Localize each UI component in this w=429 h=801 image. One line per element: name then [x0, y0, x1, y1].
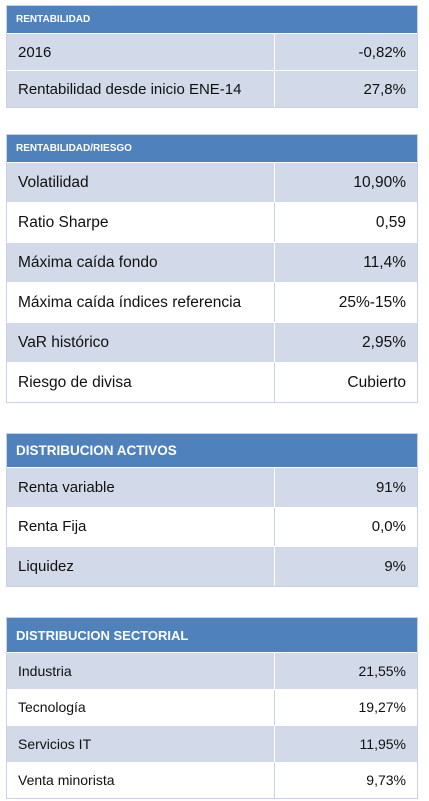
row-label: Volatilidad	[7, 163, 275, 202]
table-row: VaR histórico 2,95%	[7, 322, 417, 362]
row-value: 19,27%	[358, 699, 406, 716]
row-label: Rentabilidad desde inicio ENE-14	[7, 71, 275, 107]
section-header-rentabilidad-riesgo: RENTABILIDAD/RIESGO	[7, 135, 417, 162]
rentabilidad-riesgo-table: RENTABILIDAD/RIESGO Volatilidad 10,90% R…	[6, 134, 418, 403]
row-label: VaR histórico	[7, 323, 275, 362]
table-row: Rentabilidad desde inicio ENE-14 27,8%	[7, 70, 417, 107]
row-value: 9,73%	[366, 772, 406, 789]
row-value: 11,4%	[363, 253, 406, 271]
table-row: Tecnología 19,27%	[7, 688, 417, 725]
row-value: 10,90%	[353, 173, 406, 191]
table-row: Volatilidad 10,90%	[7, 162, 417, 202]
table-row: Máxima caída índices referencia 25%-15%	[7, 282, 417, 322]
row-value: 91%	[375, 478, 406, 496]
row-label: Tecnología	[7, 689, 275, 725]
row-value: 2,95%	[362, 333, 406, 351]
row-value: 21,55%	[358, 662, 406, 679]
row-label: Renta variable	[7, 468, 275, 507]
row-value: 27,8%	[363, 80, 406, 98]
row-label: Renta Fija	[7, 507, 275, 546]
distribucion-activos-table: DISTRIBUCION ACTIVOS Renta variable 91% …	[6, 433, 418, 587]
row-label: Servicios IT	[7, 726, 275, 762]
row-value: 11,95%	[359, 735, 406, 752]
section-header-distribucion-sectorial: DISTRIBUCION SECTORIAL	[7, 618, 417, 652]
table-row: Máxima caída fondo 11,4%	[7, 242, 417, 282]
table-row: Ratio Sharpe 0,59	[7, 202, 417, 242]
section-header-rentabilidad: RENTABILIDAD	[7, 6, 417, 33]
row-value: 9%	[384, 557, 406, 575]
row-label: Venta minorista	[7, 762, 275, 798]
row-label: Industria	[7, 653, 275, 689]
row-label: Máxima caída fondo	[7, 243, 275, 282]
row-label: Riesgo de divisa	[7, 363, 275, 402]
section-header-distribucion-activos: DISTRIBUCION ACTIVOS	[7, 434, 417, 467]
table-row: Industria 21,55%	[7, 652, 417, 689]
row-value: 25%-15%	[338, 293, 406, 311]
distribucion-sectorial-table: DISTRIBUCION SECTORIAL Industria 21,55% …	[6, 617, 418, 799]
table-row: Renta Fija 0,0%	[7, 506, 417, 546]
row-label: Ratio Sharpe	[7, 203, 275, 242]
rentabilidad-table: RENTABILIDAD 2016 -0,82% Rentabilidad de…	[6, 5, 418, 108]
table-row: Venta minorista 9,73%	[7, 761, 417, 798]
row-label: Máxima caída índices referencia	[7, 283, 275, 322]
row-value: 0,0%	[371, 518, 406, 536]
row-value: Cubierto	[347, 373, 406, 391]
table-row: Liquidez 9%	[7, 546, 417, 586]
table-row: 2016 -0,82%	[7, 33, 417, 70]
row-value: 0,59	[375, 213, 406, 231]
table-row: Riesgo de divisa Cubierto	[7, 362, 417, 402]
table-row: Servicios IT 11,95%	[7, 725, 417, 762]
row-label: Liquidez	[7, 547, 275, 586]
table-row: Renta variable 91%	[7, 467, 417, 507]
row-label: 2016	[7, 34, 275, 70]
row-value: -0,82%	[358, 43, 406, 61]
